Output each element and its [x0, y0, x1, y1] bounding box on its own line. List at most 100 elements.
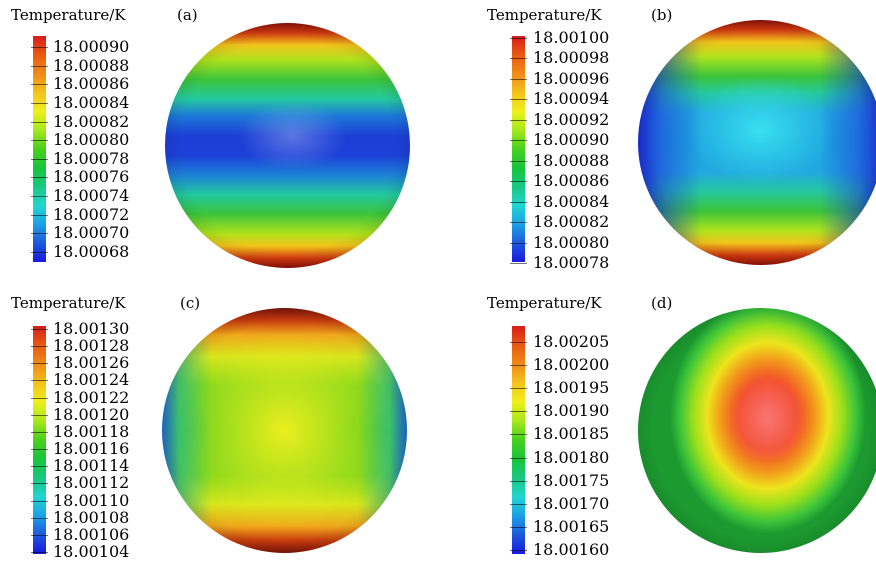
colorbar-tick-label: 18.00190	[533, 401, 610, 421]
colorbar-tick	[31, 552, 48, 553]
colorbar-tick	[31, 158, 48, 160]
colorbar-tick-label: 18.00116	[53, 439, 130, 459]
colorbar-tick	[510, 550, 527, 551]
colorbar-tick-label: 18.00165	[533, 516, 610, 536]
panel-b: Temperature/K (b) 18.00100 18.00098 18.000…	[438, 0, 876, 282]
colorbar-tick	[510, 388, 527, 390]
colorbar-tick-label: 18.00112	[53, 473, 130, 493]
panel-letter: (a)	[177, 6, 198, 24]
colorbar-tick	[510, 181, 527, 183]
colorbar-tick	[31, 102, 48, 104]
colorbar-tick	[31, 84, 48, 86]
colorbar-tick-label: 18.00106	[53, 524, 130, 544]
colorbar-tick	[31, 140, 48, 142]
colorbar-tick-label: 18.00078	[533, 253, 610, 272]
colorbar-tick	[31, 196, 48, 198]
colorbar-tick-label: 18.00128	[53, 336, 130, 356]
colorbar-tick-label: 18.00090	[53, 37, 130, 56]
colorbar-tick	[510, 365, 527, 367]
colorbar-tick	[510, 160, 527, 162]
colorbar-tick	[31, 47, 48, 48]
colorbar-tick	[31, 483, 48, 485]
colorbar-tick	[31, 329, 48, 330]
colorbar-tick-label: 18.00130	[53, 319, 130, 338]
panel-d: Temperature/K (d) 18.00205 18.00200 18.001…	[438, 282, 876, 564]
colorbar-tick-label: 18.00124	[53, 370, 130, 390]
colorbar-tick-label: 18.00175	[533, 470, 610, 490]
colorbar-tick-label: 18.00084	[533, 191, 610, 211]
colorbar-tick-label: 18.00104	[53, 542, 130, 561]
colorbar	[510, 326, 527, 554]
colorbar-tick-label: 18.00092	[533, 109, 610, 129]
colorbar-tick-label: 18.00160	[533, 540, 610, 559]
colorbar-tick-label: 18.00195	[533, 378, 610, 398]
colorbar-tick	[510, 140, 527, 142]
temperature-sphere	[638, 20, 876, 265]
colorbar-tick	[31, 397, 48, 399]
colorbar-tick-label: 18.00090	[533, 130, 610, 150]
panel-a: Temperature/K (a) 18.00090 18.00088 18.000…	[0, 0, 438, 282]
colorbar-tick-label: 18.00180	[533, 447, 610, 467]
colorbar-tick	[31, 121, 48, 123]
colorbar-tick	[31, 449, 48, 451]
colorbar-title: Temperature/K	[487, 294, 602, 312]
colorbar-title: Temperature/K	[11, 294, 126, 312]
colorbar-tick-label: 18.00070	[53, 223, 130, 243]
colorbar-tick-label: 18.00068	[53, 242, 130, 261]
colorbar-tick-label: 18.00084	[53, 92, 130, 112]
colorbar-tick	[31, 214, 48, 216]
colorbar-tick-label: 18.00200	[533, 355, 610, 375]
colorbar-tick-label: 18.00118	[53, 421, 130, 441]
colorbar-tick	[510, 222, 527, 224]
colorbar-tick-label: 18.00096	[533, 68, 610, 88]
panel-letter: (c)	[180, 294, 201, 312]
colorbar-tick	[31, 534, 48, 536]
colorbar-title: Temperature/K	[11, 6, 126, 24]
colorbar-tick	[31, 431, 48, 433]
colorbar-tick	[31, 252, 48, 253]
colorbar-tick-label: 18.00100	[533, 28, 610, 47]
colorbar-tick	[510, 411, 527, 413]
colorbar-tick	[31, 380, 48, 382]
colorbar-tick	[31, 233, 48, 235]
colorbar-tick-label: 18.00086	[533, 171, 610, 191]
colorbar-tick-label: 18.00114	[53, 456, 130, 476]
colorbar-tick-label: 18.00110	[53, 490, 130, 510]
colorbar-tick-label: 18.00170	[533, 493, 610, 513]
colorbar	[510, 36, 527, 264]
colorbar-tick-label: 18.00088	[53, 55, 130, 75]
panel-letter: (d)	[651, 294, 673, 312]
colorbar-tick	[510, 78, 527, 80]
colorbar-tick	[31, 466, 48, 468]
panel-c: Temperature/K (c) 18.00130 18.00128 18.001…	[0, 282, 438, 564]
colorbar-tick-label: 18.00126	[53, 353, 130, 373]
colorbar-tick	[31, 414, 48, 416]
colorbar-tick-label: 18.00205	[533, 332, 610, 351]
colorbar-tick	[31, 346, 48, 348]
colorbar-tick	[510, 263, 527, 264]
colorbar-tick-label: 18.00080	[533, 232, 610, 252]
colorbar-tick	[510, 526, 527, 528]
colorbar-tick-label: 18.00076	[53, 167, 130, 187]
colorbar-tick	[510, 242, 527, 244]
colorbar-tick	[510, 38, 527, 39]
colorbar-tick	[31, 500, 48, 502]
colorbar-tick-label: 18.00078	[53, 148, 130, 168]
colorbar-tick	[510, 503, 527, 505]
colorbar-tick-label: 18.00086	[53, 74, 130, 94]
colorbar-tick-label: 18.00094	[533, 89, 610, 109]
colorbar-tick	[31, 517, 48, 519]
colorbar-tick	[510, 342, 527, 343]
colorbar	[31, 36, 48, 262]
colorbar-tick-label: 18.00082	[533, 212, 610, 232]
temperature-sphere	[162, 308, 407, 553]
colorbar-tick-label: 18.00088	[533, 150, 610, 170]
colorbar-tick	[510, 58, 527, 60]
colorbar-tick	[31, 65, 48, 67]
colorbar-tick	[31, 177, 48, 179]
colorbar-tick-label: 18.00098	[533, 48, 610, 68]
colorbar-tick	[510, 201, 527, 203]
colorbar-tick-label: 18.00185	[533, 424, 610, 444]
colorbar-tick	[510, 119, 527, 121]
panel-letter: (b)	[651, 6, 673, 24]
